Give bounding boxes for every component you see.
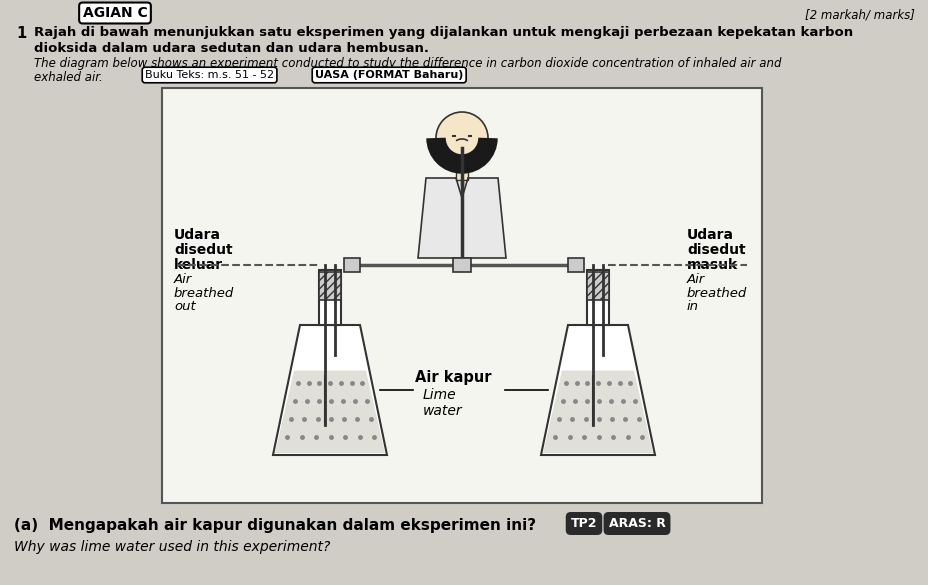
Text: breathed: breathed	[174, 287, 234, 300]
Text: disedut: disedut	[687, 243, 745, 257]
Text: ARAS: R: ARAS: R	[608, 517, 664, 530]
Bar	[453, 258, 470, 272]
Polygon shape	[542, 370, 652, 453]
Bar	[318, 270, 341, 325]
Text: Rajah di bawah menunjukkan satu eksperimen yang dijalankan untuk mengkaji perbez: Rajah di bawah menunjukkan satu eksperim…	[34, 26, 852, 39]
Bar	[343, 258, 360, 272]
Text: masuk: masuk	[687, 258, 738, 272]
Text: 1: 1	[16, 26, 26, 41]
Text: water: water	[422, 404, 462, 418]
Polygon shape	[540, 325, 654, 455]
Circle shape	[435, 112, 487, 164]
Text: Udara: Udara	[687, 228, 733, 242]
Text: Udara: Udara	[174, 228, 221, 242]
Text: exhaled air.: exhaled air.	[34, 71, 103, 84]
Text: UASA (FORMAT Baharu): UASA (FORMAT Baharu)	[315, 70, 463, 80]
Bar	[586, 272, 609, 300]
Bar	[456, 164, 468, 180]
Text: Air: Air	[687, 273, 704, 286]
Text: TP2: TP2	[570, 517, 597, 530]
Text: Buku Teks: m.s. 51 - 52: Buku Teks: m.s. 51 - 52	[145, 70, 274, 80]
Text: out: out	[174, 300, 196, 313]
FancyBboxPatch shape	[161, 88, 761, 503]
Text: AGIAN C: AGIAN C	[83, 6, 148, 20]
Bar	[318, 272, 341, 300]
Polygon shape	[273, 325, 387, 455]
Text: dioksida dalam udara sedutan dan udara hembusan.: dioksida dalam udara sedutan dan udara h…	[34, 42, 429, 55]
Text: [2 markah/ marks]: [2 markah/ marks]	[805, 8, 914, 21]
Text: disedut: disedut	[174, 243, 232, 257]
Text: Air: Air	[174, 273, 192, 286]
Bar	[567, 258, 584, 272]
Bar	[586, 270, 609, 325]
Text: in: in	[687, 300, 698, 313]
Text: Air kapur: Air kapur	[415, 370, 491, 385]
Text: (a)  Mengapakah air kapur digunakan dalam eksperimen ini?: (a) Mengapakah air kapur digunakan dalam…	[14, 518, 535, 533]
Text: The diagram below shows an experiment conducted to study the difference in carbo: The diagram below shows an experiment co…	[34, 57, 780, 70]
Bar	[318, 272, 341, 300]
Polygon shape	[418, 178, 506, 258]
Text: keluar: keluar	[174, 258, 223, 272]
Text: breathed: breathed	[687, 287, 746, 300]
Text: Lime: Lime	[422, 388, 457, 402]
Polygon shape	[275, 370, 384, 453]
Text: Why was lime water used in this experiment?: Why was lime water used in this experime…	[14, 540, 330, 554]
Bar	[586, 272, 609, 300]
